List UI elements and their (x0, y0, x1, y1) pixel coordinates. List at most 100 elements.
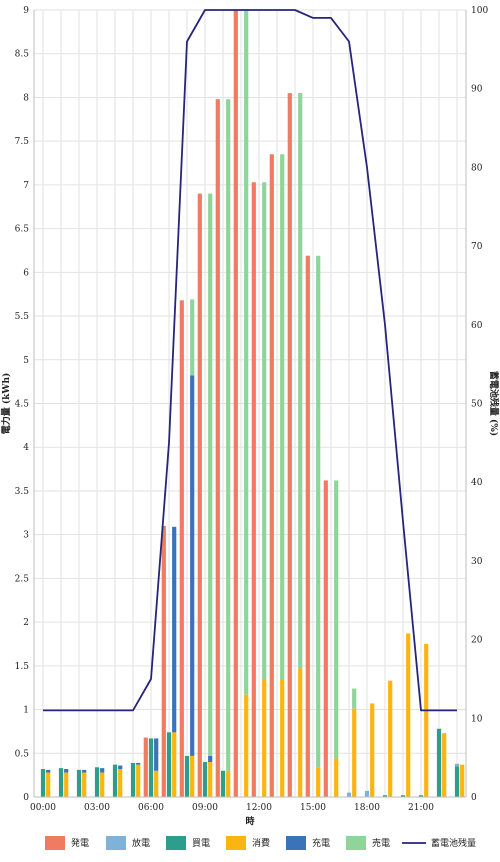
legend-label: 消費 (252, 837, 270, 849)
y-right-tick-label: 10 (471, 714, 483, 724)
bar-generation-10 (215, 99, 220, 797)
y-right-tick-label: 0 (471, 793, 477, 803)
bar-generation-16 (323, 480, 328, 797)
legend: 発電 放電 買電 消費 充電 売電 蓄電池残量 (45, 836, 476, 850)
bar-purchase-21 (418, 795, 424, 797)
y-left-tick-label: 4.5 (15, 400, 30, 410)
bar-consumption-01 (64, 772, 69, 797)
bar-sale-12 (262, 182, 267, 679)
y-right-tick-label: 60 (471, 321, 483, 331)
bar-consumption-00 (46, 772, 51, 797)
legend-swatch-sale (346, 836, 366, 850)
legend-swatch-generation (45, 836, 65, 850)
bar-purchase-04 (112, 764, 118, 797)
legend-label: 蓄電池残量 (431, 837, 476, 849)
y-right-tick-label: 90 (471, 85, 483, 95)
x-tick-label: 09:00 (192, 803, 218, 813)
y-right-tick-label: 50 (471, 400, 483, 410)
y-left-tick-label: 9 (23, 6, 29, 16)
bar-consumption-19 (388, 680, 393, 797)
bar-sale-16 (334, 480, 339, 759)
bar-consumption-09 (208, 762, 213, 797)
x-tick-label: 03:00 (84, 803, 110, 813)
legend-swatch-purchase (166, 836, 186, 850)
bar-consumption-03 (100, 772, 105, 797)
bar-generation-08 (179, 300, 184, 797)
legend-label: 売電 (372, 837, 390, 849)
bar-consumption-07 (172, 732, 177, 797)
bar-consumption-15 (316, 767, 321, 797)
y-left-tick-label: 5.5 (15, 312, 30, 322)
battery-line (43, 9, 457, 712)
bar-purchase-02 (76, 769, 82, 797)
bar-purchase-10 (220, 770, 226, 797)
y-left-tick-label: 0.5 (15, 749, 30, 759)
bar-charge-03 (100, 768, 105, 773)
bar-purchase-00 (40, 769, 46, 797)
y-right-tick-label: 70 (471, 242, 483, 252)
bar-discharge-18 (364, 790, 370, 797)
bar-generation-11 (233, 10, 238, 797)
y-left-tick-label: 6 (23, 268, 29, 278)
x-tick-label: 06:00 (138, 803, 164, 813)
y-right-tick-label: 100 (471, 6, 488, 16)
bar-discharge-23 (454, 763, 460, 767)
bar-generation-12 (251, 182, 256, 797)
y-left-tick-label: 1.5 (15, 662, 30, 672)
legend-swatch-charge (286, 836, 306, 850)
bar-consumption-06 (154, 770, 159, 797)
axes: 00.511.522.533.544.555.566.577.588.59010… (15, 6, 489, 813)
y-left-tick-label: 3.5 (15, 487, 30, 497)
bar-purchase-05 (130, 762, 136, 797)
y-left-tick-label: 0 (23, 793, 29, 803)
bar-charge-00 (46, 769, 51, 773)
x-tick-label: 12:00 (246, 803, 272, 813)
y-left-tick-label: 8 (23, 93, 29, 103)
bar-sale-08 (190, 299, 195, 376)
y-right-tick-label: 20 (471, 636, 483, 646)
battery-level-line (43, 9, 457, 712)
x-tick-label: 18:00 (354, 803, 380, 813)
bar-sale-14 (298, 93, 303, 669)
y-right-tick-label: 30 (471, 557, 483, 567)
bar-consumption-13 (280, 678, 285, 797)
bar-consumption-17 (352, 708, 357, 797)
bar-generation-06 (143, 737, 148, 797)
bar-generation-15 (305, 255, 310, 798)
x-tick-label: 21:00 (408, 803, 434, 813)
bar-generation-13 (269, 154, 274, 798)
y-right-tick-label: 40 (471, 478, 483, 488)
y-left-tick-label: 8.5 (15, 50, 30, 60)
y-left-tick-label: 2 (23, 618, 29, 628)
bar-purchase-09 (202, 762, 208, 797)
legend-label: 買電 (192, 838, 210, 849)
y-left-tick-label: 7.5 (15, 137, 30, 147)
y-left-tick-label: 5 (23, 356, 29, 366)
bar-purchase-19 (382, 795, 388, 797)
legend-swatch-discharge (106, 836, 126, 850)
bar-consumption-04 (118, 769, 123, 797)
y-left-tick-label: 6.5 (15, 225, 30, 235)
bar-consumption-20 (406, 633, 411, 797)
x-axis-label: 時 (245, 815, 254, 827)
bar-purchase-20 (400, 795, 406, 797)
y-right-tick-label: 80 (471, 163, 483, 173)
bar-purchase-07 (166, 732, 172, 797)
bar-charge-08 (190, 375, 195, 756)
bar-consumption-14 (298, 668, 303, 797)
bar-purchase-22 (436, 728, 442, 797)
bar-consumption-11 (244, 694, 249, 797)
y-left-tick-label: 4 (23, 443, 29, 453)
gridlines (34, 9, 466, 798)
bar-consumption-05 (136, 764, 141, 797)
y-left-tick-label: 1 (23, 706, 29, 716)
bar-sale-09 (208, 193, 213, 756)
bar-consumption-22 (442, 733, 447, 797)
y-left-tick-label: 3 (23, 531, 29, 541)
bar-charge-07 (172, 526, 177, 733)
bar-generation-14 (287, 93, 292, 798)
bar-charge-06 (154, 738, 159, 771)
bar-consumption-18 (370, 703, 375, 797)
bar-discharge-17 (346, 792, 352, 797)
bar-sale-11 (244, 10, 249, 695)
